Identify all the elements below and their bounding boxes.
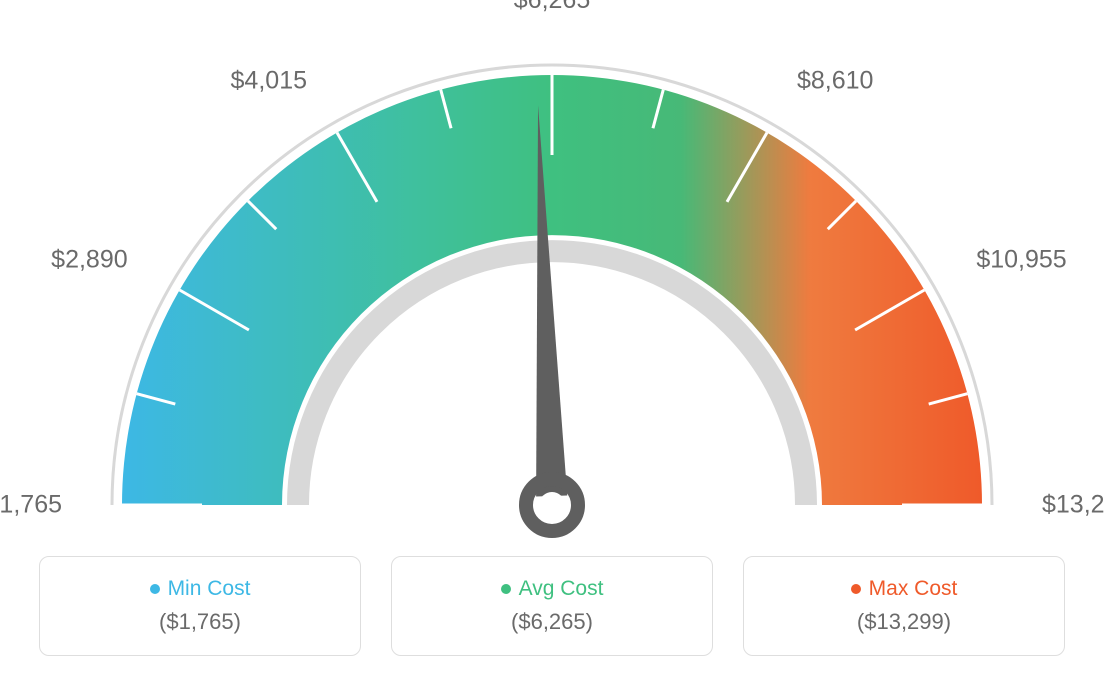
gauge-tick-label: $13,299 xyxy=(1042,491,1104,520)
avg-cost-dot xyxy=(501,584,511,594)
min-cost-dot xyxy=(150,584,160,594)
gauge-tick-label: $4,015 xyxy=(231,66,307,95)
max-cost-dot xyxy=(851,584,861,594)
avg-cost-title: Avg Cost xyxy=(519,577,604,601)
min-cost-value: ($1,765) xyxy=(159,609,241,635)
max-cost-title: Max Cost xyxy=(869,577,958,601)
gauge-tick-label: $1,765 xyxy=(0,491,62,520)
max-cost-value: ($13,299) xyxy=(857,609,951,635)
min-cost-title-row: Min Cost xyxy=(150,577,251,601)
max-cost-title-row: Max Cost xyxy=(851,577,958,601)
gauge-tick-label: $6,265 xyxy=(514,0,590,15)
gauge-area: $1,765 $2,890 $4,015 $6,265 $8,610 $10,955 $13… xyxy=(0,0,1104,540)
summary-cards: Min Cost ($1,765) Avg Cost ($6,265) Max … xyxy=(0,556,1104,656)
gauge-tick-label: $10,955 xyxy=(976,246,1066,275)
min-cost-title: Min Cost xyxy=(168,577,251,601)
gauge-tick-label: $8,610 xyxy=(797,66,873,95)
avg-cost-card: Avg Cost ($6,265) xyxy=(391,556,713,656)
gauge-svg xyxy=(0,0,1104,565)
max-cost-card: Max Cost ($13,299) xyxy=(743,556,1065,656)
min-cost-card: Min Cost ($1,765) xyxy=(39,556,361,656)
avg-cost-value: ($6,265) xyxy=(511,609,593,635)
avg-cost-title-row: Avg Cost xyxy=(501,577,604,601)
gauge-chart-container: $1,765 $2,890 $4,015 $6,265 $8,610 $10,955 $13… xyxy=(0,0,1104,690)
gauge-tick-label: $2,890 xyxy=(51,246,127,275)
